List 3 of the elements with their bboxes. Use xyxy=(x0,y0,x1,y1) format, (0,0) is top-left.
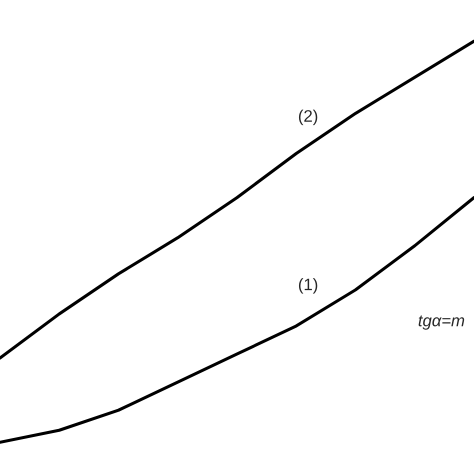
series-label: (2) xyxy=(298,110,318,126)
series-label: (1) xyxy=(298,278,318,294)
annotation: tgα=m xyxy=(418,315,464,330)
